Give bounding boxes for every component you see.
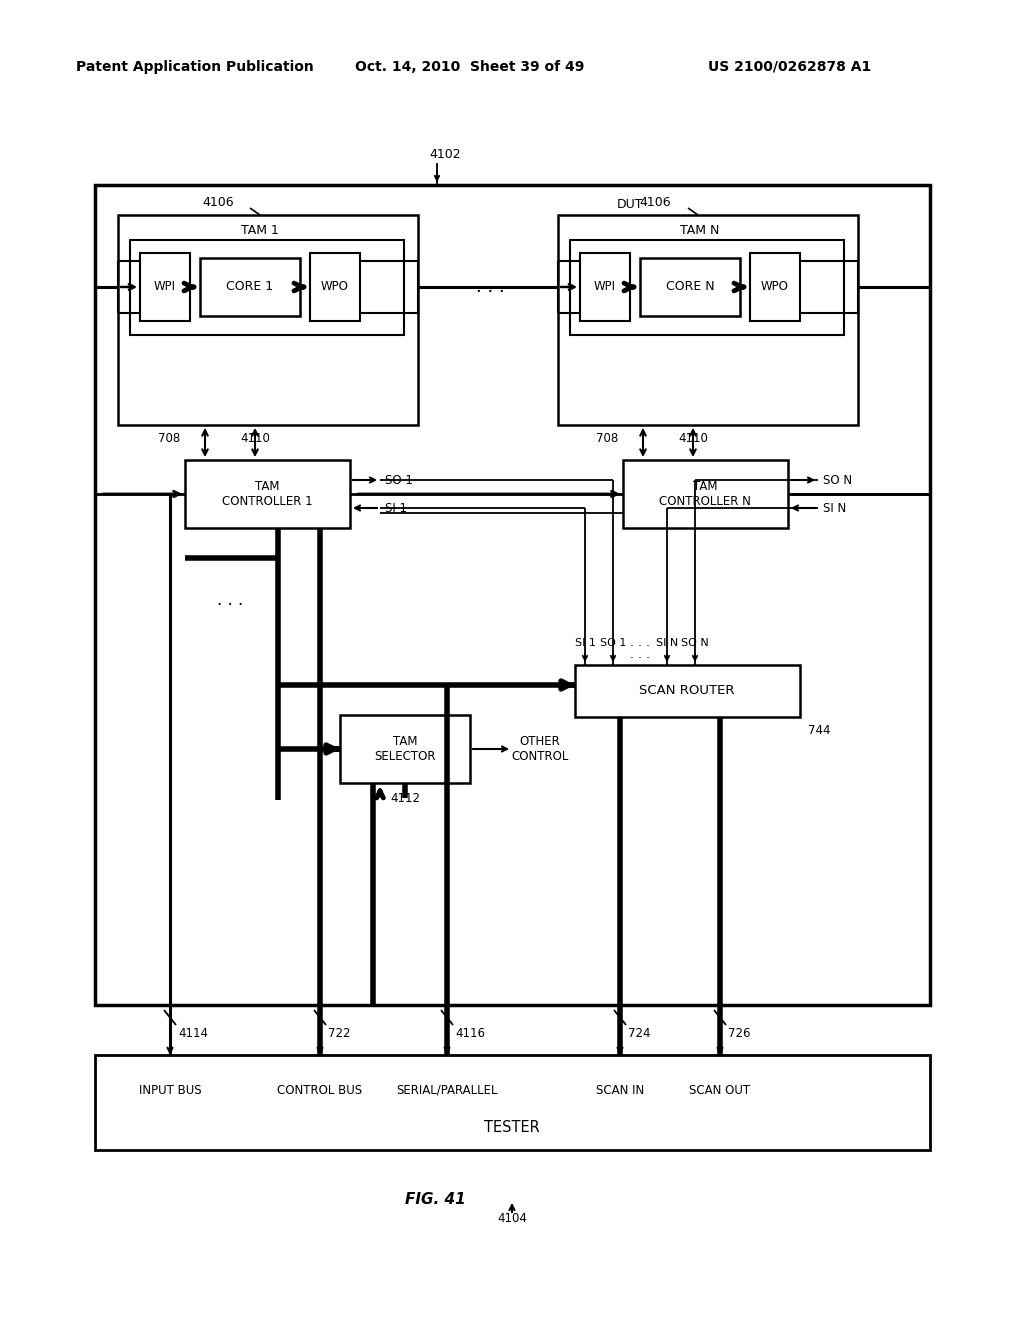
Bar — [118, 215, 418, 425]
Text: 4102: 4102 — [429, 149, 461, 161]
Text: 744: 744 — [808, 725, 830, 738]
Text: INPUT BUS: INPUT BUS — [138, 1084, 202, 1097]
Text: CORE 1: CORE 1 — [226, 281, 273, 293]
Text: TESTER: TESTER — [484, 1119, 540, 1134]
Text: DUT: DUT — [616, 198, 643, 211]
Bar — [200, 257, 300, 315]
Text: 724: 724 — [628, 1027, 650, 1040]
Text: TAM
CONTROLLER 1: TAM CONTROLLER 1 — [221, 480, 312, 508]
Text: TAM 1: TAM 1 — [241, 223, 279, 236]
Bar — [575, 665, 800, 717]
Text: SI N: SI N — [656, 638, 678, 648]
Text: Patent Application Publication: Patent Application Publication — [76, 59, 314, 74]
Bar — [95, 185, 930, 1005]
Bar — [750, 253, 800, 321]
Text: SERIAL/PARALLEL: SERIAL/PARALLEL — [396, 1084, 498, 1097]
Text: SCAN IN: SCAN IN — [596, 1084, 644, 1097]
Text: WPI: WPI — [154, 281, 176, 293]
Text: 4106: 4106 — [202, 195, 233, 209]
Bar — [570, 240, 844, 335]
Text: CONTROL BUS: CONTROL BUS — [278, 1084, 362, 1097]
Bar — [310, 253, 360, 321]
Text: WPI: WPI — [594, 281, 616, 293]
Text: 4110: 4110 — [678, 432, 708, 445]
Text: CORE N: CORE N — [666, 281, 715, 293]
Bar — [185, 459, 350, 528]
Bar — [140, 253, 190, 321]
Text: SO N: SO N — [823, 474, 852, 487]
Text: TAM N: TAM N — [680, 223, 720, 236]
Bar — [640, 257, 740, 315]
Text: WPO: WPO — [322, 281, 349, 293]
Text: . . .: . . . — [630, 648, 650, 660]
Text: SI 1: SI 1 — [574, 638, 595, 648]
Bar — [95, 1055, 930, 1150]
Text: 4112: 4112 — [390, 792, 420, 805]
Bar — [558, 215, 858, 425]
Text: 4106: 4106 — [639, 195, 671, 209]
Text: SCAN ROUTER: SCAN ROUTER — [639, 685, 735, 697]
Text: . . .: . . . — [217, 591, 243, 609]
Text: US 2100/0262878 A1: US 2100/0262878 A1 — [709, 59, 871, 74]
Text: OTHER
CONTROL: OTHER CONTROL — [511, 735, 568, 763]
Text: SO N: SO N — [681, 638, 709, 648]
Text: . . .: . . . — [630, 636, 650, 649]
Text: 4116: 4116 — [455, 1027, 485, 1040]
Text: 722: 722 — [328, 1027, 350, 1040]
Text: SO 1: SO 1 — [385, 474, 413, 487]
Text: 4114: 4114 — [178, 1027, 208, 1040]
Text: . . .: . . . — [475, 279, 505, 296]
Text: SO 1: SO 1 — [600, 638, 627, 648]
Bar — [623, 459, 788, 528]
Text: TAM
CONTROLLER N: TAM CONTROLLER N — [659, 480, 751, 508]
Text: 708: 708 — [596, 432, 618, 445]
Bar — [130, 240, 404, 335]
Bar — [580, 253, 630, 321]
Text: Oct. 14, 2010  Sheet 39 of 49: Oct. 14, 2010 Sheet 39 of 49 — [355, 59, 585, 74]
Text: WPO: WPO — [761, 281, 788, 293]
Text: SI N: SI N — [823, 502, 846, 515]
Text: SCAN OUT: SCAN OUT — [689, 1084, 751, 1097]
Text: FIG. 41: FIG. 41 — [404, 1192, 465, 1208]
Text: TAM
SELECTOR: TAM SELECTOR — [374, 735, 436, 763]
Text: 708: 708 — [158, 432, 180, 445]
Bar — [340, 715, 470, 783]
Text: 4104: 4104 — [497, 1212, 527, 1225]
Text: 726: 726 — [728, 1027, 751, 1040]
Text: 4110: 4110 — [240, 432, 270, 445]
Text: SI 1: SI 1 — [385, 502, 407, 515]
